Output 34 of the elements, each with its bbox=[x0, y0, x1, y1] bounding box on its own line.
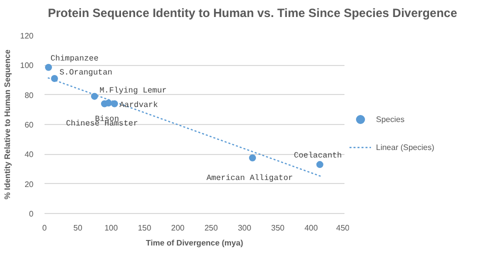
y-tick-label: 100 bbox=[20, 61, 34, 70]
y-tick-label: 120 bbox=[20, 32, 34, 40]
y-tick-label: 0 bbox=[29, 210, 34, 218]
chart-title: Protein Sequence Identity to Human vs. Time Since Species Divergence bbox=[48, 5, 458, 22]
x-tick-label: 400 bbox=[304, 224, 318, 232]
annotation: M.Flying Lemur bbox=[100, 86, 167, 96]
y-axis-title: % Identity Relative to Human Sequence bbox=[3, 49, 12, 200]
point bbox=[249, 154, 256, 162]
point bbox=[45, 64, 52, 71]
annotation: Coelacanth bbox=[294, 152, 342, 161]
x-axis-title: Time of Divergence (mya) bbox=[146, 238, 244, 248]
x-tick-label: 250 bbox=[204, 224, 218, 232]
x-tick-label: 300 bbox=[238, 224, 252, 232]
x-tick-label: 350 bbox=[271, 224, 286, 232]
legend-label: Species bbox=[376, 114, 404, 124]
point bbox=[51, 75, 58, 82]
annotation: Chimpanzee bbox=[50, 54, 99, 64]
x-tick-label: 200 bbox=[171, 224, 186, 232]
x-tick-label: 100 bbox=[104, 224, 118, 232]
y-tick-label: 60 bbox=[24, 120, 34, 130]
x-tick-label: 150 bbox=[138, 224, 152, 232]
annotation: S.Orangutan bbox=[60, 68, 113, 78]
x-tick-label: 50 bbox=[73, 224, 83, 232]
point bbox=[91, 92, 98, 100]
y-tick-label: 80 bbox=[24, 90, 34, 100]
annotation: Chinese Hamster bbox=[66, 120, 138, 129]
y-tick-label: 20 bbox=[24, 180, 34, 189]
point bbox=[105, 100, 112, 106]
y-tick-label: 40 bbox=[24, 150, 34, 160]
annotation: American Alligator bbox=[206, 174, 294, 183]
x-tick-label: 0 bbox=[42, 224, 48, 232]
legend-label: Linear (Species) bbox=[376, 142, 434, 152]
x-tick-label: 450 bbox=[336, 224, 350, 232]
point bbox=[316, 161, 324, 168]
